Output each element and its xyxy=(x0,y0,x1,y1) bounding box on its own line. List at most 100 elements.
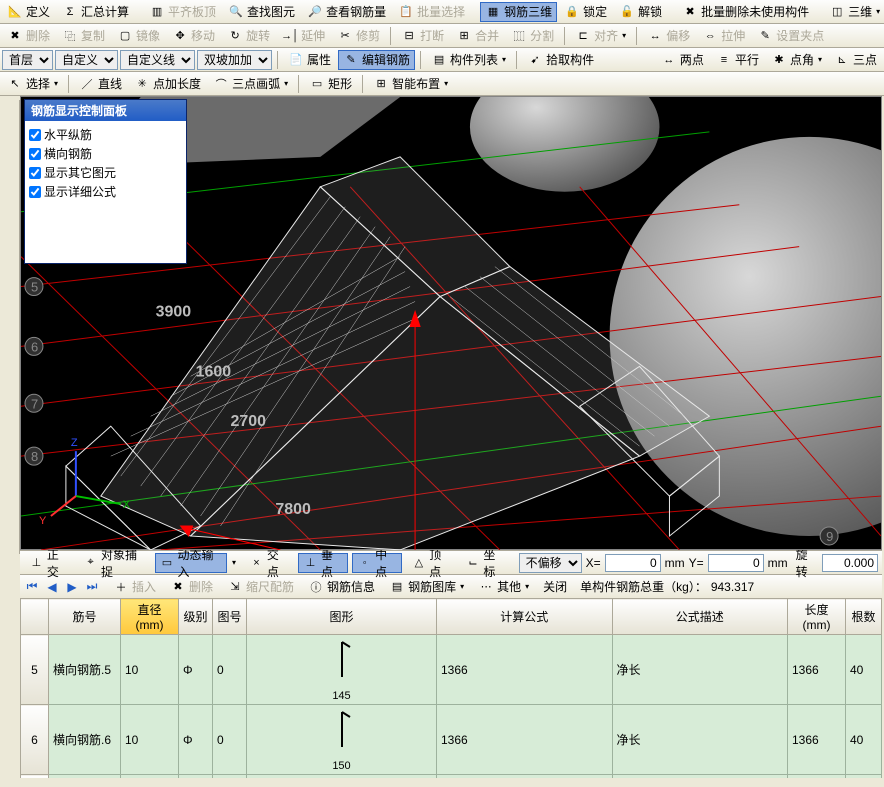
panel-check[interactable]: 横向钢筋 xyxy=(29,144,182,163)
offset-select[interactable]: 不偏移 xyxy=(519,553,582,573)
floors-select[interactable]: 首层 xyxy=(2,50,53,70)
custom1-select[interactable]: 自定义 xyxy=(55,50,118,70)
三点-button[interactable]: ⊾三点 xyxy=(829,50,882,70)
直线-button[interactable]: ／直线 xyxy=(74,74,127,94)
分割-button[interactable]: ⿲分割 xyxy=(506,26,559,46)
snap-mid[interactable]: ◦中点 xyxy=(352,553,402,573)
cell[interactable]: 150 xyxy=(247,705,437,775)
cell[interactable]: 40 xyxy=(846,775,882,779)
cell[interactable]: 10 xyxy=(121,635,179,705)
延伸-button[interactable]: →│延伸 xyxy=(277,26,330,46)
镜像-button[interactable]: ▢镜像 xyxy=(112,26,165,46)
snap-apex[interactable]: △顶点 xyxy=(406,553,456,573)
col-9[interactable]: 根数 xyxy=(846,599,882,635)
cell[interactable]: Φ xyxy=(179,775,213,779)
rot-input[interactable] xyxy=(822,554,878,572)
智能布置-button[interactable]: ⊞智能布置▾ xyxy=(368,74,453,94)
panel-check[interactable]: 显示其它图元 xyxy=(29,163,182,182)
cell[interactable]: 净长 xyxy=(612,705,788,775)
panel-check[interactable]: 显示详细公式 xyxy=(29,182,182,201)
平行-button[interactable]: ≡平行 xyxy=(711,50,764,70)
dyn-dropdown-icon[interactable]: ▾ xyxy=(232,558,236,567)
三维-button[interactable]: ◫三维▾ xyxy=(824,2,884,22)
col-2[interactable]: 直径(mm) xyxy=(121,599,179,635)
nav-first[interactable]: ⏮ xyxy=(24,579,40,595)
点加长度-button[interactable]: ✳点加长度 xyxy=(129,74,206,94)
合并-button[interactable]: ⊞合并 xyxy=(451,26,504,46)
移动-button[interactable]: ✥移动 xyxy=(167,26,220,46)
cell[interactable]: 净长 xyxy=(612,775,788,779)
checkbox[interactable] xyxy=(29,129,41,141)
table-row[interactable]: 6横向钢筋.610Φ01501366净长136640 xyxy=(21,705,882,775)
cell[interactable]: 横向钢筋.6 xyxy=(49,705,121,775)
viewport-3d[interactable]: 5 6 7 8 9 3900 1600 27 xyxy=(20,96,882,550)
table-row[interactable]: 7横向钢筋.710Φ111241124净长112440 xyxy=(21,775,882,779)
构件列表-button[interactable]: ▤构件列表▾ xyxy=(426,50,511,70)
rebar-grid[interactable]: 筋号直径(mm)级别图号图形计算公式公式描述长度(mm)根数 5横向钢筋.510… xyxy=(20,598,882,778)
两点-button[interactable]: ↔两点 xyxy=(656,50,709,70)
cell[interactable]: 1124 xyxy=(437,775,613,779)
x-input[interactable] xyxy=(605,554,661,572)
cell[interactable]: 10 xyxy=(121,775,179,779)
cell[interactable]: 10 xyxy=(121,705,179,775)
nav-next[interactable]: ▶ xyxy=(64,579,80,595)
cell[interactable]: 6 xyxy=(21,705,49,775)
info-button[interactable]: ⓘ钢筋信息 xyxy=(303,577,380,597)
拉伸-button[interactable]: ⇔拉伸 xyxy=(697,26,750,46)
col-4[interactable]: 图号 xyxy=(213,599,247,635)
拾取构件-button[interactable]: ➹拾取构件 xyxy=(522,50,599,70)
对齐-button[interactable]: ⊏对齐▾ xyxy=(570,26,631,46)
查看钢筋量-button[interactable]: 🔎查看钢筋量 xyxy=(302,2,391,22)
insert-button[interactable]: ＋插入 xyxy=(108,577,161,597)
cell[interactable]: 1366 xyxy=(437,635,613,705)
checkbox[interactable] xyxy=(29,186,41,198)
查找图元-button[interactable]: 🔍查找图元 xyxy=(223,2,300,22)
ortho-toggle[interactable]: ⊥正交 xyxy=(24,553,74,573)
偏移-button[interactable]: ↔偏移 xyxy=(642,26,695,46)
定义-button[interactable]: 📐定义 xyxy=(2,2,55,22)
delete-button[interactable]: ✖删除 xyxy=(165,577,218,597)
cell[interactable]: 0 xyxy=(213,705,247,775)
平齐板顶-button[interactable]: ▥平齐板顶 xyxy=(144,2,221,22)
checkbox[interactable] xyxy=(29,167,41,179)
cell[interactable]: 净长 xyxy=(612,635,788,705)
slope-select[interactable]: 双坡加加 xyxy=(197,50,272,70)
钢筋三维-button[interactable]: ▦钢筋三维 xyxy=(480,2,557,22)
col-6[interactable]: 计算公式 xyxy=(437,599,613,635)
cell[interactable]: 1 xyxy=(213,775,247,779)
汇总计算-button[interactable]: Σ汇总计算 xyxy=(57,2,134,22)
打断-button[interactable]: ⊟打断 xyxy=(396,26,449,46)
other-button[interactable]: ⋯其他▾ xyxy=(473,577,534,597)
cell[interactable]: 7 xyxy=(21,775,49,779)
锁定-button[interactable]: 🔒锁定 xyxy=(559,2,612,22)
编辑钢筋-button[interactable]: ✎编辑钢筋 xyxy=(338,50,415,70)
scale-button[interactable]: ⇲缩尺配筋 xyxy=(222,577,299,597)
选择-button[interactable]: ↖选择▾ xyxy=(2,74,63,94)
属性-button[interactable]: 📄属性 xyxy=(283,50,336,70)
custom2-select[interactable]: 自定义线 xyxy=(120,50,195,70)
col-0[interactable] xyxy=(21,599,49,635)
cell[interactable]: 40 xyxy=(846,635,882,705)
删除-button[interactable]: ✖删除 xyxy=(2,26,55,46)
col-3[interactable]: 级别 xyxy=(179,599,213,635)
点角-button[interactable]: ✱点角▾ xyxy=(766,50,827,70)
col-7[interactable]: 公式描述 xyxy=(612,599,788,635)
cell[interactable]: 145 xyxy=(247,635,437,705)
snap-perp[interactable]: ⊥垂点 xyxy=(298,553,348,573)
rebar-display-panel[interactable]: 钢筋显示控制面板 水平纵筋横向钢筋显示其它图元显示详细公式 xyxy=(24,99,187,264)
col-1[interactable]: 筋号 xyxy=(49,599,121,635)
cell[interactable]: 5 xyxy=(21,635,49,705)
nav-prev[interactable]: ◀ xyxy=(44,579,60,595)
旋转-button[interactable]: ↻旋转 xyxy=(222,26,275,46)
cell[interactable]: 1366 xyxy=(437,705,613,775)
批量删除未使用构件-button[interactable]: ✖批量删除未使用构件 xyxy=(677,2,814,22)
col-8[interactable]: 长度(mm) xyxy=(788,599,846,635)
复制-button[interactable]: ⿻复制 xyxy=(57,26,110,46)
lib-button[interactable]: ▤钢筋图库▾ xyxy=(384,577,469,597)
cell[interactable]: 1366 xyxy=(788,635,846,705)
cell[interactable]: Φ xyxy=(179,635,213,705)
矩形-button[interactable]: ▭矩形 xyxy=(304,74,357,94)
nav-last[interactable]: ⏭ xyxy=(84,579,100,595)
cell[interactable]: 1124 xyxy=(247,775,437,779)
cell[interactable]: 横向钢筋.5 xyxy=(49,635,121,705)
